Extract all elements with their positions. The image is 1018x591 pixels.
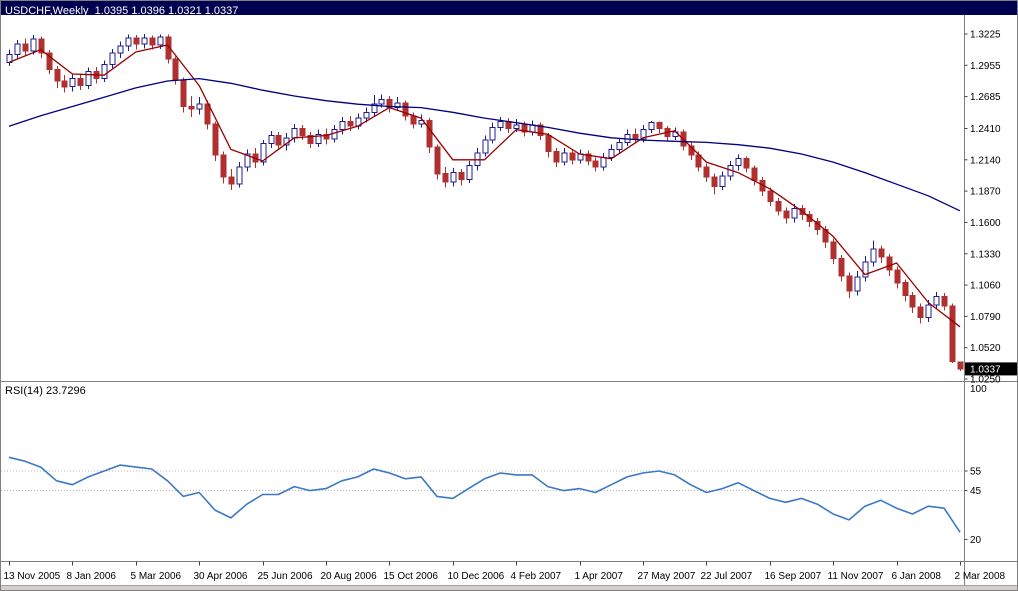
frame-lines [1, 14, 1017, 585]
rsi-line [8, 456, 961, 533]
chart-title: USDCHF,Weekly 1.0395 1.0396 1.0321 1.033… [5, 5, 239, 17]
price-axis-label: 1.0520 [970, 343, 1001, 354]
indicator-axis-label: 45 [970, 486, 982, 497]
indicator-axis-labels: 100 55 45 20 [964, 384, 987, 546]
time-axis-label: 1 Apr 2007 [575, 571, 624, 582]
title-bar[interactable]: USDCHF,Weekly 1.0395 1.0396 1.0321 1.033… [1, 1, 1017, 17]
price-axis-label: 1.2410 [970, 124, 1001, 135]
time-axis-label: 4 Feb 2007 [511, 571, 562, 582]
time-axis-label: 15 Oct 2006 [384, 571, 439, 582]
ma-slow-line [8, 77, 961, 212]
indicator-axis-label: 20 [970, 535, 982, 546]
time-axis-label: 13 Nov 2005 [4, 571, 61, 582]
time-axis-label: 27 May 2007 [638, 571, 696, 582]
bottom-strip [1, 585, 1017, 590]
time-axis-label: 20 Aug 2006 [321, 571, 378, 582]
time-axis-labels: 13 Nov 2005 8 Jan 2006 5 Mar 2006 30 Apr 20… [4, 561, 1006, 582]
price-tag-value: 1.0337 [970, 364, 1001, 375]
indicator-axis-label: 100 [970, 384, 987, 395]
price-axis-label: 1.2140 [970, 155, 1001, 166]
price-axis-labels: 1.3225 1.2955 1.2685 1.2410 1.2140 1.1870 1.16… [964, 30, 1001, 386]
current-price-tag: 1.0337 [965, 362, 1017, 376]
time-axis-label: 8 Jan 2006 [67, 571, 117, 582]
time-axis-label: 22 Jul 2007 [701, 571, 753, 582]
price-axis-label: 1.1870 [970, 187, 1001, 198]
price-axis-label: 1.1330 [970, 249, 1001, 260]
price-axis-label: 1.2955 [970, 61, 1001, 72]
time-axis-label: 25 Jun 2006 [258, 571, 313, 582]
price-axis-label: 1.1060 [970, 281, 1001, 292]
time-axis-label: 11 Nov 2007 [828, 571, 884, 582]
indicator-label: RSI(14) 23.7296 [5, 385, 86, 397]
time-axis-label: 5 Mar 2006 [131, 571, 182, 582]
indicator-axis-label: 55 [970, 467, 982, 478]
ma-fast-line [8, 44, 961, 328]
price-axis-label: 1.2685 [970, 92, 1001, 103]
time-axis-label: 16 Sep 2007 [765, 571, 822, 582]
time-axis-label: 6 Jan 2008 [892, 571, 942, 582]
price-axis-label: 1.0790 [970, 312, 1001, 323]
price-axis-label: 1.0250 [970, 375, 1001, 386]
price-axis-label: 1.3225 [970, 30, 1001, 41]
time-axis-label: 10 Dec 2006 [448, 571, 505, 582]
time-axis-label: 2 Mar 2008 [955, 571, 1006, 582]
price-axis-label: 1.1600 [970, 218, 1001, 229]
time-axis-label: 30 Apr 2006 [194, 571, 248, 582]
